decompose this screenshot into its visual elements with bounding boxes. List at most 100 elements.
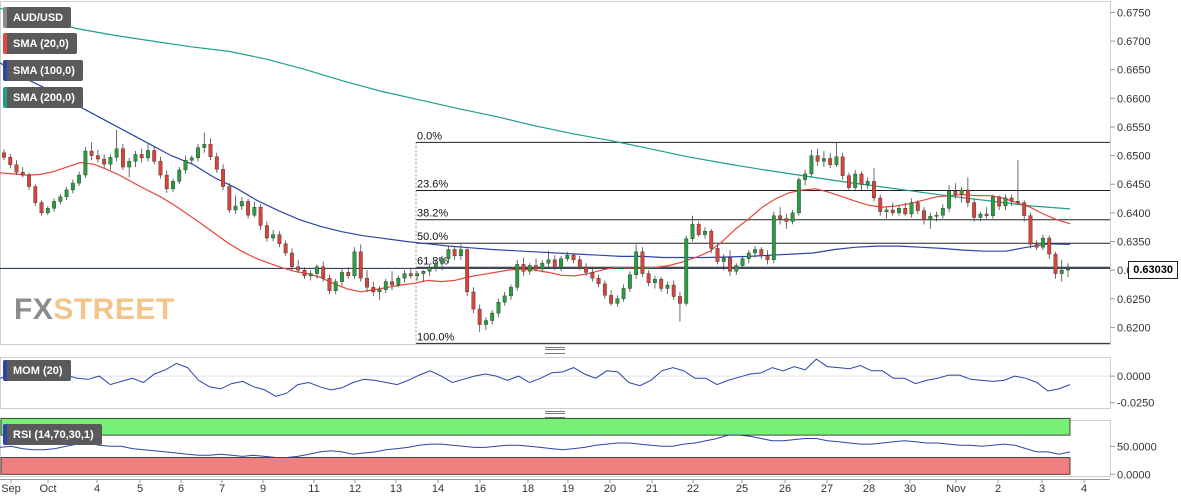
legend-audusd[interactable]: AUD/USD: [3, 7, 72, 28]
time-axis-label: 12: [349, 483, 361, 495]
price-axis-label: 0.6400: [1117, 208, 1151, 220]
candle-up: [790, 212, 795, 222]
candle-down: [465, 249, 470, 293]
candle-up: [402, 273, 407, 279]
sma200-line: [0, 7, 1071, 210]
candle-down: [289, 252, 294, 267]
candle-up: [909, 202, 914, 215]
candle-up: [440, 258, 445, 264]
legend-rsi[interactable]: RSI (14,70,30,1): [3, 424, 102, 445]
candle-down: [390, 281, 394, 286]
candle-up: [108, 157, 113, 165]
candle-up: [627, 274, 632, 289]
price-axis-label: 0.6450: [1117, 179, 1151, 191]
candle-down: [214, 156, 219, 170]
candle-down: [152, 150, 157, 162]
candle-up: [796, 179, 801, 214]
candle-up: [433, 263, 438, 268]
candle-up: [928, 216, 933, 220]
pane-resize-handle-1[interactable]: [545, 347, 565, 354]
time-axis-label: 30: [904, 483, 916, 495]
candle-up: [753, 249, 757, 254]
candle-down: [1009, 197, 1014, 202]
candle-up: [183, 159, 188, 171]
candle-up: [1059, 269, 1064, 274]
candle-up: [421, 271, 426, 274]
candle-down: [640, 251, 645, 274]
candle-down: [602, 283, 607, 296]
candle-up: [740, 258, 745, 266]
candle-up: [446, 249, 451, 259]
candle-down: [246, 201, 251, 216]
candle-down: [302, 269, 307, 277]
time-axis-label: 20: [604, 483, 616, 495]
candle-down: [659, 279, 664, 289]
candle-up: [734, 265, 739, 272]
candle-up: [897, 208, 901, 214]
candle-up: [196, 147, 200, 159]
price-axis-label: 0.6250: [1117, 294, 1151, 306]
candle-up: [959, 189, 964, 195]
legend-sma20[interactable]: SMA (20,0): [3, 33, 77, 54]
candle-down: [102, 158, 107, 165]
candle-up: [703, 230, 707, 235]
legend-sma100[interactable]: SMA (100,0): [3, 60, 83, 81]
fxstreet-logo: FXSTREET: [14, 293, 175, 327]
candle-up: [340, 272, 344, 282]
legend-sma200[interactable]: SMA (200,0): [3, 87, 83, 108]
sma100-line: [0, 62, 1071, 259]
candle-down: [120, 148, 125, 168]
candle-down: [828, 158, 833, 165]
candle-down: [227, 186, 232, 211]
candle-up: [1041, 237, 1045, 248]
candle-down: [784, 218, 789, 222]
candle-up: [490, 312, 495, 321]
legend-mom[interactable]: MOM (20): [3, 360, 71, 381]
candle-down: [164, 174, 169, 190]
candle-down: [358, 251, 363, 279]
pane-resize-handle-2[interactable]: [545, 411, 565, 418]
mom-line: [0, 358, 1071, 397]
price-axis-label: 0.6650: [1117, 65, 1151, 77]
candle-down: [903, 208, 908, 215]
candle-down: [208, 143, 213, 157]
candle-up: [634, 251, 639, 275]
candle-down: [20, 172, 25, 176]
candle-up: [527, 265, 532, 272]
fib-label: 0.0%: [417, 130, 442, 142]
candle-up: [427, 267, 432, 272]
time-axis-label: 6: [178, 483, 184, 495]
price-axis-label: 0.6700: [1117, 36, 1151, 48]
candle-down: [2, 152, 6, 158]
candle-down: [1053, 253, 1058, 274]
candle-up: [352, 251, 357, 277]
candle-down: [878, 197, 883, 212]
candle-up: [64, 189, 69, 198]
candle-up: [502, 295, 507, 303]
time-axis-label: Nov: [946, 483, 966, 495]
candle-up: [383, 281, 388, 290]
candle-up: [684, 238, 689, 304]
candle-down: [139, 154, 144, 159]
legend-rsi-label: RSI (14,70,30,1): [13, 428, 94, 441]
candle-up: [308, 273, 313, 277]
candle-up: [990, 196, 995, 216]
rsi-oversold-zone: [0, 457, 1071, 475]
candle-up: [484, 320, 488, 325]
candle-up: [652, 279, 657, 283]
candle-up: [559, 258, 563, 268]
candle-down: [346, 272, 351, 277]
candle-up: [127, 161, 132, 168]
candle-down: [765, 255, 770, 261]
candle-down: [8, 157, 13, 165]
candle-up: [133, 154, 138, 162]
candle-up: [83, 150, 88, 176]
candle-up: [377, 289, 382, 293]
candle-up: [171, 181, 175, 190]
candle-down: [521, 264, 526, 272]
candle-down: [890, 209, 895, 214]
legend-mom-label: MOM (20): [13, 364, 63, 377]
candle-down: [840, 156, 845, 176]
